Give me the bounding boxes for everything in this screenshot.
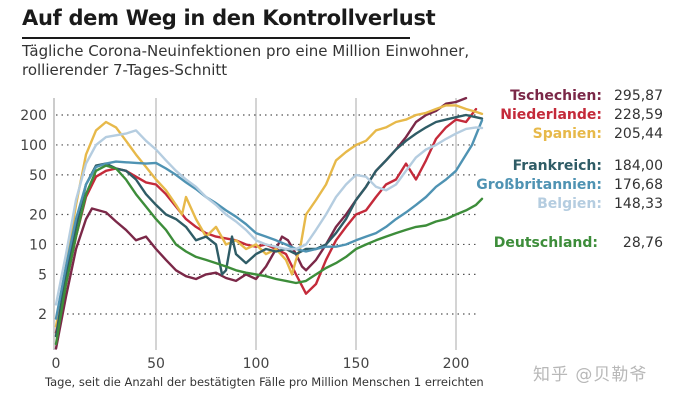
y-tick-label: 20: [29, 208, 47, 224]
x-tick-label: 200: [443, 356, 470, 372]
title-underline: [22, 37, 410, 39]
legend-value: 176,68: [614, 177, 663, 193]
series-line-deutschland: [54, 164, 484, 346]
y-axis-ticks: 2 5 10 20 50 100 200: [20, 108, 47, 323]
legend-item-belgien: Belgien: 148,33: [537, 196, 663, 212]
legend-item-deutschland: Deutschland: 28,76: [494, 235, 663, 251]
x-axis-label: Tage, seit die Anzahl der bestätigten Fä…: [45, 375, 484, 389]
legend-label: Belgien:: [537, 196, 602, 212]
series-line-frankreich: [54, 113, 484, 338]
x-tick-label: 50: [147, 356, 165, 372]
legend-label: Tschechien:: [510, 88, 602, 104]
chart-subtitle: Tägliche Corona-Neuinfektionen pro eine …: [22, 42, 469, 80]
chart-title: Auf dem Weg in den Kontrollverlust: [22, 6, 436, 30]
legend-value: 184,00: [614, 158, 663, 174]
y-tick-label: 100: [20, 138, 47, 154]
legend-item-niederlande: Niederlande: 228,59: [500, 107, 663, 123]
legend-label: Niederlande:: [500, 107, 602, 123]
legend-value: 205,44: [614, 126, 663, 142]
legend-value: 228,59: [614, 107, 663, 123]
legend-value: 148,33: [614, 196, 663, 212]
y-tick-label: 10: [29, 237, 47, 253]
series-line-niederlande: [54, 107, 478, 334]
x-tick-label: 150: [343, 356, 370, 372]
legend-value: 28,76: [622, 235, 663, 251]
series-line-großbritannien: [54, 119, 484, 320]
x-tick-label: 100: [243, 356, 270, 372]
legend-label: Deutschland:: [493, 235, 598, 251]
legend-item-tschechien: Tschechien: 295,87: [510, 88, 663, 104]
legend-label: Frankreich:: [512, 158, 602, 174]
subtitle-line-2: rollierender 7-Tages-Schnitt: [22, 61, 228, 79]
y-tick-label: 2: [38, 307, 47, 323]
watermark: 知乎 @贝勒爷: [533, 365, 648, 385]
legend-item-großbritannien: Großbritannien: 176,68: [476, 177, 663, 193]
series-line-spanien: [54, 104, 484, 328]
series-line-belgien: [54, 126, 484, 306]
y-tick-label: 200: [20, 108, 47, 124]
y-tick-label: 50: [29, 168, 47, 184]
legend-item-spanien: Spanien: 205,44: [533, 126, 663, 142]
series-lines: [54, 96, 484, 350]
legend-value: 295,87: [614, 88, 663, 104]
x-tick-label: 0: [52, 356, 61, 372]
legend-item-frankreich: Frankreich: 184,00: [513, 158, 663, 174]
legend-label: Großbritannien:: [476, 177, 602, 193]
x-axis-ticks: 0 50 100 150 200: [52, 356, 470, 372]
subtitle-line-1: Tägliche Corona-Neuinfektionen pro eine …: [22, 42, 470, 60]
legend-label: Spanien:: [532, 126, 602, 142]
grid: [53, 98, 478, 350]
y-tick-label: 5: [38, 267, 47, 283]
